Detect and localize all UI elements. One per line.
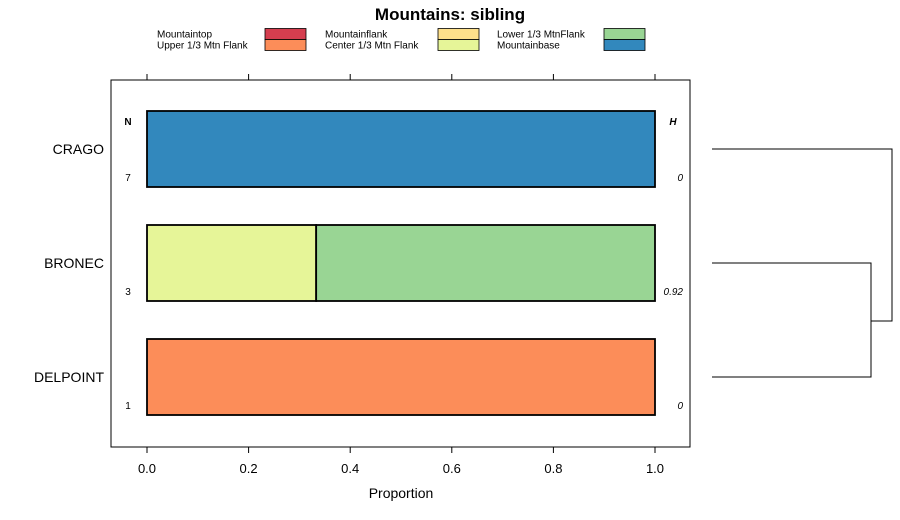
legend-label: Upper 1/3 Mtn Flank: [157, 41, 249, 52]
category-labels: CRAGO BRONEC DELPOINT: [34, 141, 104, 385]
x-axis: 0.0 0.2 0.4 0.6 0.8 1.0: [138, 74, 664, 476]
n-value: 7: [125, 173, 131, 184]
legend-swatch: [437, 39, 480, 51]
x-tick-label: 0.4: [341, 461, 359, 476]
legend-swatch: [603, 39, 646, 51]
x-tick-label: 0.8: [544, 461, 562, 476]
bar-segment: [146, 224, 318, 302]
x-axis-label: Proportion: [369, 485, 434, 501]
n-value: 3: [125, 287, 131, 298]
h-value: 0: [677, 173, 683, 184]
bar-segment: [146, 110, 656, 188]
bars: [146, 110, 656, 416]
legend-swatch: [264, 28, 307, 40]
legend-label: Lower 1/3 MtnFlank: [497, 30, 586, 41]
x-tick-label: 0.0: [138, 461, 156, 476]
legend-label: Mountainflank: [325, 30, 388, 41]
category-label: DELPOINT: [34, 369, 104, 385]
legend-swatch: [264, 39, 307, 51]
legend-swatch: [437, 28, 480, 40]
h-value: 0.92: [664, 287, 684, 298]
chart-title: Mountains: sibling: [375, 5, 525, 24]
dendrogram: [712, 148, 893, 378]
n-header: N: [124, 117, 131, 128]
category-label: BRONEC: [44, 255, 104, 271]
category-label: CRAGO: [53, 141, 104, 157]
n-value: 1: [125, 401, 131, 412]
legend-label: Mountaintop: [157, 30, 212, 41]
x-tick-label: 1.0: [646, 461, 664, 476]
plot-panel: [110, 79, 691, 448]
legend-swatch: [603, 28, 646, 40]
bar-segment: [146, 338, 656, 416]
dendrogram-branch: [712, 262, 872, 378]
x-tick-label: 0.2: [240, 461, 258, 476]
bar-segment: [315, 224, 656, 302]
h-header: H: [669, 117, 677, 128]
h-value: 0: [677, 401, 683, 412]
legend-label: Mountainbase: [497, 41, 560, 52]
x-tick-label: 0.6: [443, 461, 461, 476]
legend-label: Center 1/3 Mtn Flank: [325, 41, 419, 52]
dendrogram-branch: [712, 148, 893, 322]
side-annotations: N H 7 0 3 0.92 1 0: [124, 117, 683, 412]
